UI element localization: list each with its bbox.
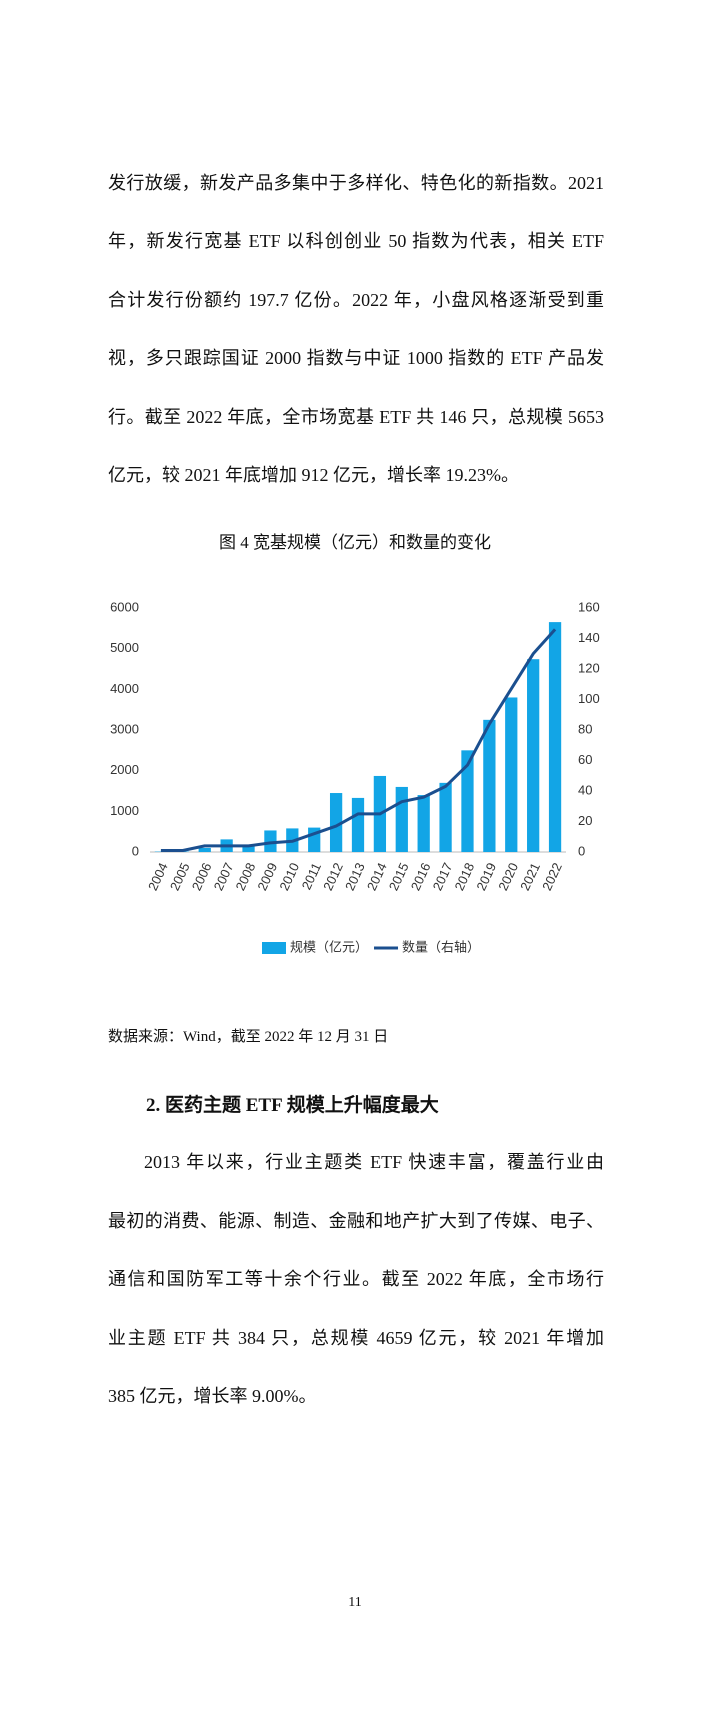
bar [264, 830, 277, 852]
text-line: 年，新发行宽基 ETF 以科创创业 50 指数为代表，相关 ETF [108, 231, 604, 252]
y-tick-label: 1000 [110, 803, 139, 818]
bar [505, 697, 518, 852]
text-line: 视，多只跟踪国证 2000 指数与中证 1000 指数的 ETF 产品发 [108, 348, 604, 369]
y-tick-label: 0 [132, 843, 139, 858]
y2-tick-label: 60 [578, 752, 592, 767]
x-tick-label: 2004 [145, 860, 171, 893]
bar [329, 793, 343, 852]
y-tick-label: 6000 [110, 599, 139, 614]
y2-tick-label: 0 [578, 843, 585, 858]
x-tick-label: 2017 [430, 860, 456, 893]
text-line: 2013 年以来，行业主题类 ETF 快速丰富，覆盖行业由 [144, 1152, 604, 1172]
bar [527, 659, 540, 852]
text-line: 通信和国防军工等十余个行业。截至 2022 年底，全市场行 [108, 1269, 604, 1289]
text-line: 发行放缓，新发产品多集中于多样化、特色化的新指数。2021 [108, 173, 604, 193]
legend-label: 数量（右轴） [402, 939, 480, 954]
y2-tick-label: 80 [578, 721, 592, 736]
x-tick-label: 2005 [167, 860, 193, 893]
text-line: 385 亿元，增长率 9.00%。 [108, 1386, 317, 1406]
bar [351, 797, 365, 852]
x-tick-label: 2006 [189, 860, 215, 893]
text-line: 业主题 ETF 共 384 只，总规模 4659 亿元，较 2021 年增加 [108, 1327, 604, 1348]
x-tick-label: 2013 [342, 860, 368, 893]
x-tick-label: 2022 [539, 860, 565, 893]
bar [198, 847, 211, 852]
y-tick-label: 4000 [110, 681, 139, 696]
figure-source: 数据来源：Wind，截至 2022 年 12 月 31 日 [108, 1029, 389, 1045]
y2-tick-label: 40 [578, 782, 592, 797]
x-tick-label: 2020 [495, 860, 521, 893]
x-tick-label: 2010 [276, 860, 302, 893]
figure-caption: 图 4 宽基规模（亿元）和数量的变化 [219, 533, 491, 552]
x-tick-label: 2008 [233, 860, 259, 893]
text-line: 亿元，较 2021 年底增加 912 亿元，增长率 19.23%。 [108, 465, 519, 485]
x-tick-label: 2021 [517, 860, 543, 893]
y2-tick-label: 100 [578, 691, 600, 706]
x-tick-label: 2012 [320, 860, 346, 893]
legend-label: 规模（亿元） [290, 939, 368, 954]
text-line: 行。截至 2022 年底，全市场宽基 ETF 共 146 只，总规模 5653 [108, 406, 604, 427]
x-tick-label: 2015 [386, 860, 412, 893]
y-tick-label: 2000 [110, 762, 139, 777]
legend-swatch [262, 942, 286, 954]
x-tick-label: 2019 [473, 860, 499, 893]
x-tick-label: 2009 [254, 860, 280, 893]
text-line: 合计发行份额约 197.7 亿份。2022 年，小盘风格逐渐受到重 [108, 289, 604, 310]
y2-tick-label: 20 [578, 813, 592, 828]
text-line: 最初的消费、能源、制造、金融和地产扩大到了传媒、电子、 [108, 1210, 604, 1231]
y2-tick-label: 140 [578, 630, 600, 645]
bar [395, 786, 408, 852]
bar [242, 844, 255, 852]
bar [548, 622, 562, 852]
y2-tick-label: 120 [578, 660, 600, 675]
x-tick-label: 2018 [451, 860, 477, 893]
y-tick-label: 3000 [110, 721, 139, 736]
page-number: 11 [348, 1595, 362, 1610]
y2-tick-label: 160 [578, 599, 600, 614]
bar [483, 719, 496, 852]
line [160, 628, 557, 852]
x-tick-label: 2016 [408, 860, 434, 893]
section-heading: 2. 医药主题 ETF 规模上升幅度最大 [146, 1095, 439, 1116]
x-tick-label: 2014 [364, 860, 390, 893]
x-tick-label: 2007 [211, 860, 237, 893]
bar [417, 795, 430, 852]
bar [439, 782, 452, 852]
bar [461, 750, 474, 852]
chart: 0 1000 2000 3000 4000 5000 6000 0 20 40 60 80 100 120… [110, 599, 600, 954]
y-tick-label: 5000 [110, 640, 139, 655]
